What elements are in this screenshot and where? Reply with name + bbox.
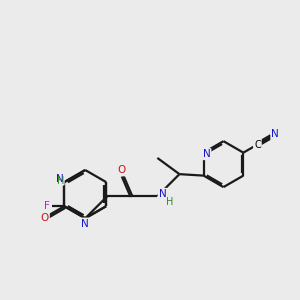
Text: H: H — [57, 176, 64, 186]
Text: N: N — [272, 129, 279, 139]
Text: F: F — [44, 201, 50, 211]
Text: N: N — [203, 149, 210, 159]
Text: N: N — [56, 174, 64, 184]
Text: N: N — [81, 219, 89, 229]
Text: H: H — [166, 196, 173, 206]
Text: C: C — [254, 140, 261, 150]
Text: O: O — [117, 165, 125, 175]
Text: N: N — [159, 189, 167, 199]
Text: O: O — [40, 213, 49, 223]
